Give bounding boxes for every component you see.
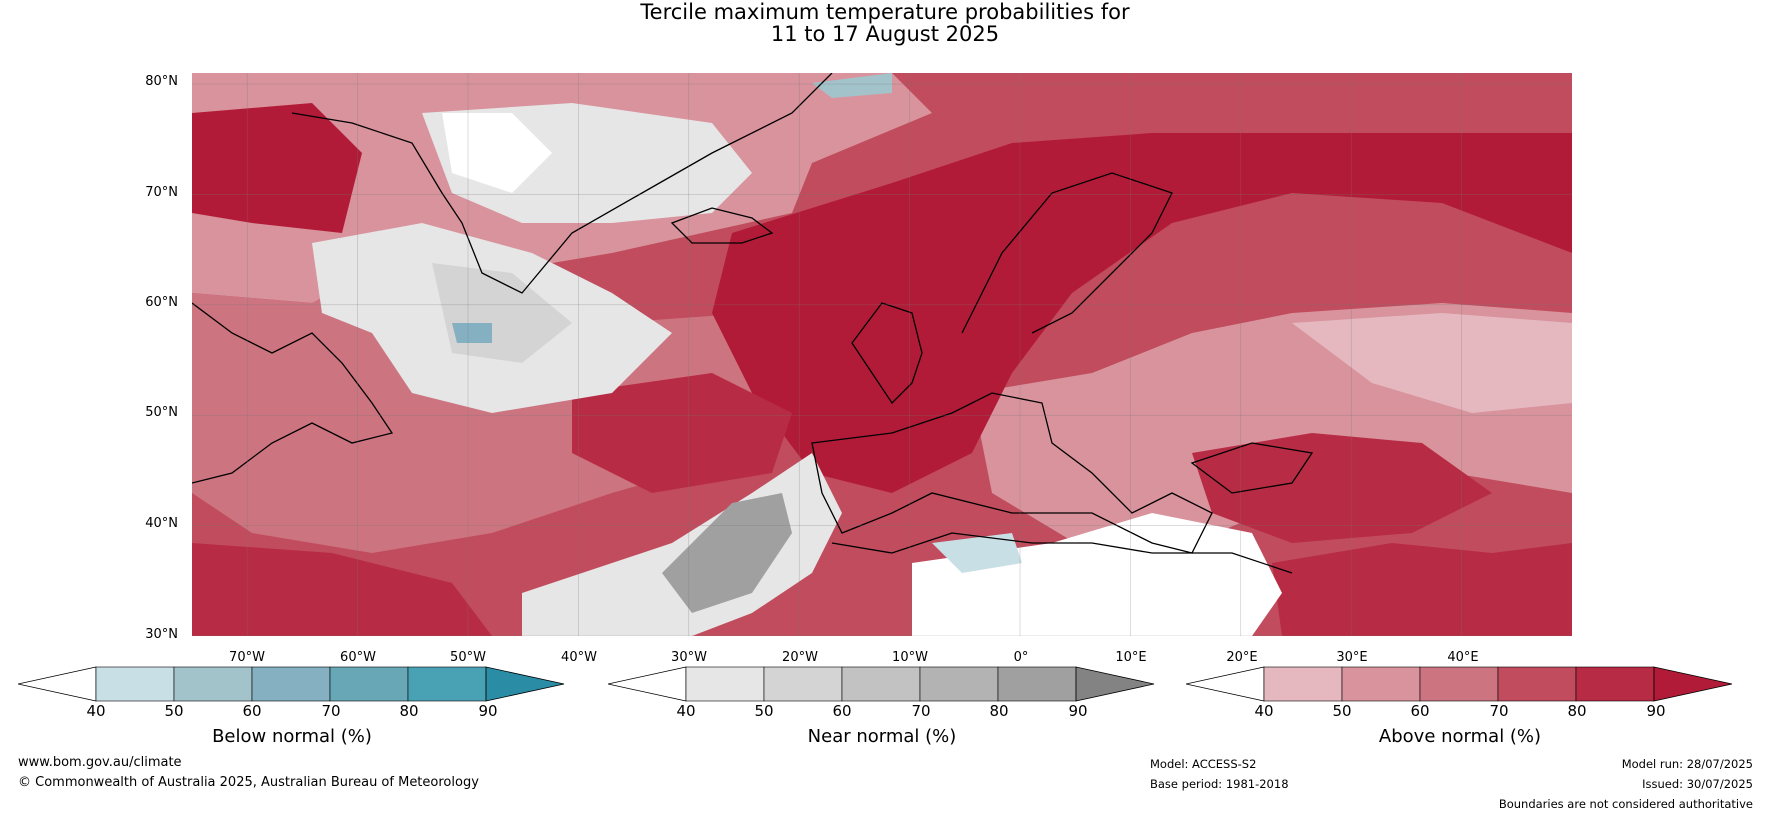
- colorbar-segment: [997, 666, 1077, 702]
- map-region-darkred-central: [712, 133, 1572, 493]
- lon-label: 50°W: [450, 650, 486, 665]
- tick-label: 90: [478, 702, 498, 720]
- colorbar-extend-high: [1653, 666, 1733, 702]
- lat-label: 80°N: [145, 74, 178, 89]
- tick-label: 80: [1567, 702, 1587, 720]
- lon-label: 40°E: [1447, 650, 1479, 665]
- lon-label: 60°W: [340, 650, 376, 665]
- lat-label: 70°N: [145, 185, 178, 200]
- colorbar-segment: [407, 666, 487, 702]
- colorbar-extend-low: [18, 666, 97, 702]
- map-region-darkred-blacksea: [1192, 433, 1492, 543]
- coastline-british-isles: [851, 302, 923, 405]
- tick-label: 40: [676, 702, 696, 720]
- lon-label: 30°E: [1336, 650, 1368, 665]
- map-gridlines: [192, 73, 1572, 636]
- tick-label: 50: [164, 702, 184, 720]
- colorbar-label-below-normal: Below normal (%): [212, 726, 372, 747]
- colorbar-below-normal: [18, 666, 565, 702]
- copyright-text: © Commonwealth of Australia 2025, Austra…: [18, 775, 479, 790]
- tick-label: 80: [399, 702, 419, 720]
- tick-label: 70: [911, 702, 931, 720]
- colorbar-label-near-normal: Near normal (%): [807, 726, 957, 747]
- lon-label: 40°W: [561, 650, 597, 665]
- colorbar-segment: [95, 666, 175, 702]
- colorbar-above-normal: [1186, 666, 1733, 702]
- coastline-north-africa: [831, 532, 1293, 574]
- colorbar-segment: [763, 666, 843, 702]
- lon-label: 20°W: [782, 650, 818, 665]
- base-period-text: Base period: 1981-2018: [1150, 777, 1289, 791]
- colorbar-segment: [1341, 666, 1421, 702]
- colorbar-extend-high: [485, 666, 565, 702]
- tick-label: 40: [1254, 702, 1274, 720]
- map-region-white-greenland-sea: [442, 113, 552, 193]
- colorbar-segment: [1575, 666, 1655, 702]
- lon-label: 20°E: [1226, 650, 1258, 665]
- colorbar-extend-low: [1186, 666, 1265, 702]
- colorbar-segment: [251, 666, 331, 702]
- map-region-darkgrey-africa: [662, 493, 792, 613]
- tick-label: 50: [1332, 702, 1352, 720]
- tick-label: 70: [1489, 702, 1509, 720]
- tick-label: 70: [321, 702, 341, 720]
- map-region-lightpink-russia: [1292, 313, 1572, 413]
- colorbar-segment: [1497, 666, 1577, 702]
- model-run-text: Model run: 28/07/2025: [1621, 757, 1753, 771]
- colorbar-segment: [685, 666, 765, 702]
- tick-label: 50: [754, 702, 774, 720]
- tick-label: 60: [242, 702, 262, 720]
- lat-label: 30°N: [145, 627, 178, 642]
- colorbar-segment: [841, 666, 921, 702]
- lat-label: 60°N: [145, 295, 178, 310]
- issued-text: Issued: 30/07/2025: [1642, 777, 1753, 791]
- lon-label: 0°: [1013, 650, 1029, 665]
- tick-label: 60: [832, 702, 852, 720]
- coastline-scandinavia: [961, 172, 1173, 334]
- model-text: Model: ACCESS-S2: [1150, 757, 1257, 771]
- website-link[interactable]: www.bom.gov.au/climate: [18, 755, 182, 770]
- coastline-iceland: [670, 207, 774, 244]
- coastline-north-america: [192, 302, 394, 484]
- tick-label: 90: [1068, 702, 1088, 720]
- lat-label: 50°N: [145, 405, 178, 420]
- chart-title-line2: 11 to 17 August 2025: [770, 22, 1000, 46]
- tick-label: 60: [1410, 702, 1430, 720]
- lon-label: 70°W: [229, 650, 265, 665]
- map-region-blue-arctic: [812, 73, 892, 98]
- tick-label: 80: [989, 702, 1009, 720]
- lon-label: 10°W: [892, 650, 928, 665]
- lat-label: 40°N: [145, 516, 178, 531]
- colorbar-segment: [1419, 666, 1499, 702]
- lon-label: 30°W: [671, 650, 707, 665]
- coastline-europe: [811, 392, 1213, 554]
- colorbar-near-normal: [608, 666, 1155, 702]
- coastline-greenland: [291, 73, 833, 294]
- colorbar-segment: [1263, 666, 1343, 702]
- colorbar-segment: [173, 666, 253, 702]
- coastline-black-sea: [1190, 442, 1314, 494]
- lon-label: 10°E: [1115, 650, 1147, 665]
- map-region-darkred-northwest: [192, 103, 362, 233]
- map-region-blue-labrador: [452, 323, 492, 343]
- tick-label: 40: [86, 702, 106, 720]
- map-region-blue-sahara: [932, 533, 1022, 573]
- colorbar-extend-high: [1075, 666, 1155, 702]
- map-region-darkred-midatlantic: [572, 373, 792, 493]
- map-region-darkred-levant: [1272, 543, 1572, 636]
- disclaimer-text: Boundaries are not considered authoritat…: [1498, 797, 1753, 811]
- chart-title-line1: Tercile maximum temperature probabilitie…: [640, 0, 1130, 24]
- map-region-white-sahara: [912, 513, 1282, 636]
- colorbar-label-above-normal: Above normal (%): [1378, 726, 1542, 747]
- colorbar-extend-low: [608, 666, 687, 702]
- colorbar-segment: [329, 666, 409, 702]
- probability-map: [192, 73, 1572, 636]
- colorbar-segment: [919, 666, 999, 702]
- tick-label: 90: [1646, 702, 1666, 720]
- map-region-darkred-southwest: [192, 543, 492, 636]
